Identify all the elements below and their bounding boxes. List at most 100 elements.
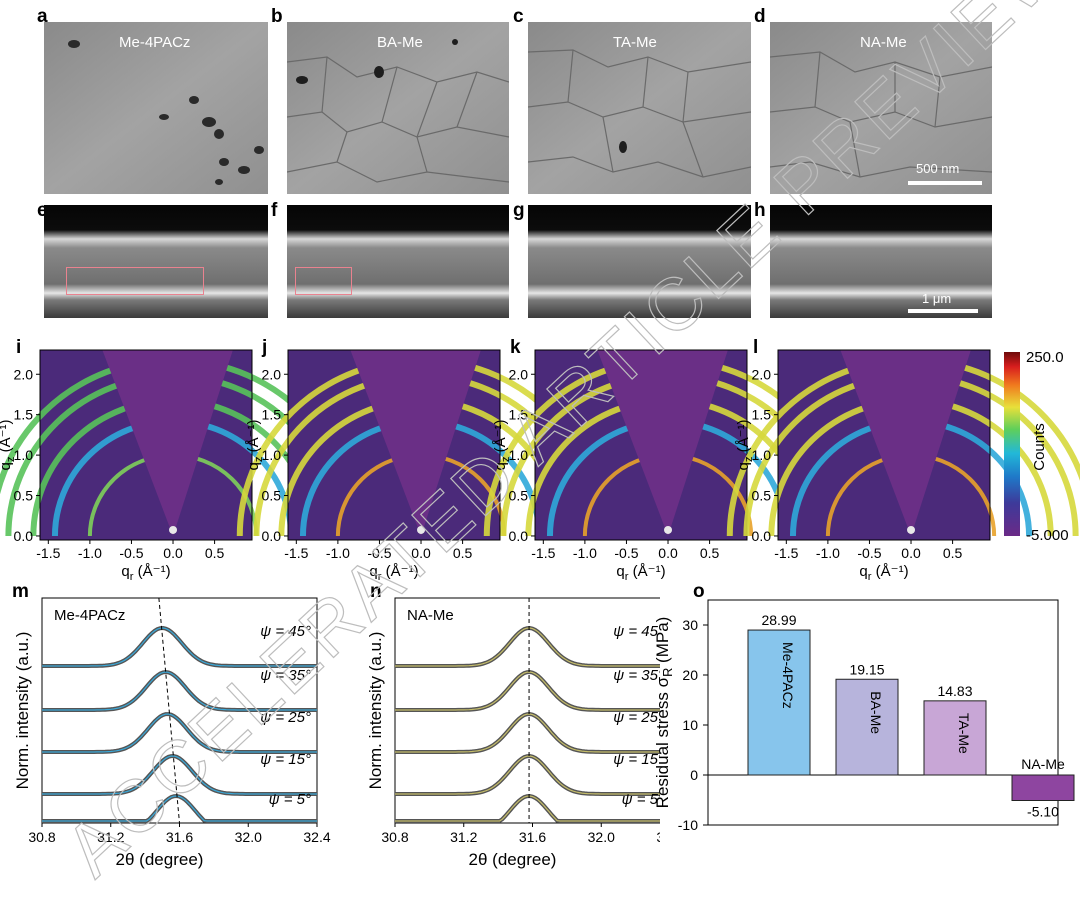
panel-label-m: m (12, 581, 29, 602)
panel-label-e: e (37, 200, 48, 221)
giwaxs-y-tick-label: 1.0 (262, 447, 282, 463)
xrd-fit-line (42, 713, 317, 753)
psi-label: ψ = 25° (613, 709, 660, 726)
sem-label-ta-me: TA-Me (613, 34, 657, 51)
giwaxs-missing-wedge (350, 350, 481, 536)
giwaxs-x-axis-label: qr (Å⁻¹) (859, 563, 908, 580)
giwaxs-missing-wedge (840, 350, 971, 536)
xrd-x-axis-label: 2θ (degree) (116, 850, 204, 869)
xrd-fit-line (42, 627, 317, 667)
sem-image-b: BA-Me (287, 22, 509, 194)
giwaxs-x-tick-label: -1.0 (816, 545, 840, 561)
sem-image-a: Me-4PACz (44, 22, 268, 194)
bar-category-label: Me-4PACz (780, 642, 796, 709)
psi-label: ψ = 45° (260, 623, 311, 640)
xrd-x-tick-label: 30.8 (28, 829, 55, 845)
giwaxs-x-tick-label: -0.5 (857, 545, 881, 561)
xrd-x-tick-label: 32.0 (235, 829, 262, 845)
xrd-y-axis-label: Norm. intensity (a.u.) (366, 632, 385, 790)
giwaxs-x-tick-label: -0.5 (614, 545, 638, 561)
giwaxs-x-tick-label: -1.5 (36, 545, 60, 561)
bar-na-me (1011, 774, 1075, 801)
giwaxs-map-1: 0.0 0.5 1.0 1.5 2.0 -1.5 -1.0 -0.5 0.0 0.5 qr (Å⁻¹… (236, 349, 606, 580)
scale-bar-label-500nm: 500 nm (916, 161, 960, 176)
giwaxs-frame (534, 349, 748, 541)
sem-cross-section-g (528, 205, 751, 318)
xrd-fit-line (395, 671, 660, 711)
xrd-x-axis-label: 2θ (degree) (469, 850, 557, 869)
highlight-box-e (66, 267, 204, 295)
xrd-x-tick-label: 32.4 (656, 829, 660, 845)
giwaxs-y-tick-label: 2.0 (262, 366, 282, 382)
bar-category-label: TA-Me (956, 713, 972, 754)
sem-cross-section-h: 1 μm (770, 205, 992, 318)
psi-label: ψ = 15° (260, 751, 311, 768)
sem-label-me-4pacz: Me-4PACz (119, 34, 191, 51)
giwaxs-y-tick-label: 0.0 (262, 528, 282, 544)
bar-y-tick-label: 30 (682, 617, 698, 633)
xrd-panel-title: Me-4PACz (54, 607, 125, 624)
giwaxs-x-axis-label: qr (Å⁻¹) (369, 563, 418, 580)
giwaxs-beamstop (664, 525, 673, 534)
xrd-y-axis-label: Norm. intensity (a.u.) (13, 632, 32, 790)
giwaxs-y-tick-label: 1.5 (752, 407, 772, 423)
xrd-x-tick-label: 31.6 (166, 829, 193, 845)
xrd-x-tick-label: 31.2 (450, 829, 477, 845)
xrd-peak-guide (158, 597, 180, 824)
residual-stress-bar-chart: -10 0 10 20 30 Residual stress σR (MPa) 28.99 M… (653, 599, 1075, 833)
xrd-panel-title: NA-Me (407, 607, 454, 624)
xrd-fit-line (42, 755, 317, 795)
giwaxs-x-tick-label: 0.5 (943, 545, 963, 561)
sem-cross-section-f (287, 205, 509, 318)
giwaxs-map-0: 0.0 0.5 1.0 1.5 2.0 -1.5 -1.0 -0.5 0.0 0.5 qr (Å⁻¹… (0, 349, 358, 580)
xrd-fit-line (395, 713, 660, 753)
panel-label-b: b (271, 6, 283, 27)
highlight-box-f (295, 267, 352, 295)
panel-label-d: d (754, 6, 766, 27)
panel-label-i: i (16, 337, 22, 358)
giwaxs-x-tick-label: -1.0 (573, 545, 597, 561)
scale-bar-label-1um: 1 μm (922, 291, 952, 306)
giwaxs-x-tick-label: -1.5 (774, 545, 798, 561)
giwaxs-frame (287, 349, 501, 541)
giwaxs-y-axis-label: qz (Å⁻¹) (735, 419, 755, 470)
psi-label: ψ = 25° (260, 709, 311, 726)
bar-value-label: -5.10 (1027, 804, 1059, 820)
xrd-fit-line (42, 795, 317, 822)
giwaxs-beamstop (417, 525, 426, 534)
psi-label: ψ = 5° (622, 791, 660, 808)
giwaxs-missing-wedge (102, 350, 233, 536)
colorbar-gradient (1004, 352, 1020, 536)
giwaxs-beamstop (169, 525, 178, 534)
giwaxs-y-tick-label: 0.0 (752, 528, 772, 544)
colorbar-min-label: -5.000 (1026, 527, 1069, 544)
giwaxs-x-axis-label: qr (Å⁻¹) (616, 563, 665, 580)
xrd-fit-line (42, 671, 317, 711)
giwaxs-y-tick-label: 1.5 (262, 407, 282, 423)
giwaxs-y-tick-label: 1.5 (14, 407, 34, 423)
giwaxs-x-axis-label: qr (Å⁻¹) (121, 563, 170, 580)
panel-label-f: f (271, 200, 278, 221)
xrd-x-tick-label: 32.4 (303, 829, 330, 845)
sem-image-d: NA-Me 500 nm (770, 22, 992, 194)
scale-bar-1um (908, 309, 978, 313)
giwaxs-y-axis-label: qz (Å⁻¹) (492, 419, 512, 470)
giwaxs-frame (39, 349, 253, 541)
xrd-x-tick-label: 31.2 (97, 829, 124, 845)
psi-label: ψ = 35° (613, 667, 660, 684)
giwaxs-x-tick-label: -1.5 (531, 545, 555, 561)
colorbar-title: Counts (1031, 423, 1048, 471)
giwaxs-y-tick-label: 2.0 (752, 366, 772, 382)
panel-label-g: g (513, 200, 525, 221)
xrd-fit-line (395, 795, 660, 822)
xrd-x-tick-label: 31.6 (519, 829, 546, 845)
giwaxs-y-tick-label: 0.5 (14, 488, 34, 504)
bar-value-label: 28.99 (761, 612, 796, 628)
bar-category-label: BA-Me (868, 691, 884, 734)
xrd-x-tick-label: 32.0 (588, 829, 615, 845)
giwaxs-x-tick-label: 0.0 (163, 545, 183, 561)
giwaxs-map-2: 0.0 0.5 1.0 1.5 2.0 -1.5 -1.0 -0.5 0.0 0.5 qr (Å⁻¹… (483, 349, 853, 580)
psi-label: ψ = 5° (269, 791, 311, 808)
sem-label-na-me: NA-Me (860, 34, 907, 51)
bar-value-label: 19.15 (849, 661, 884, 677)
